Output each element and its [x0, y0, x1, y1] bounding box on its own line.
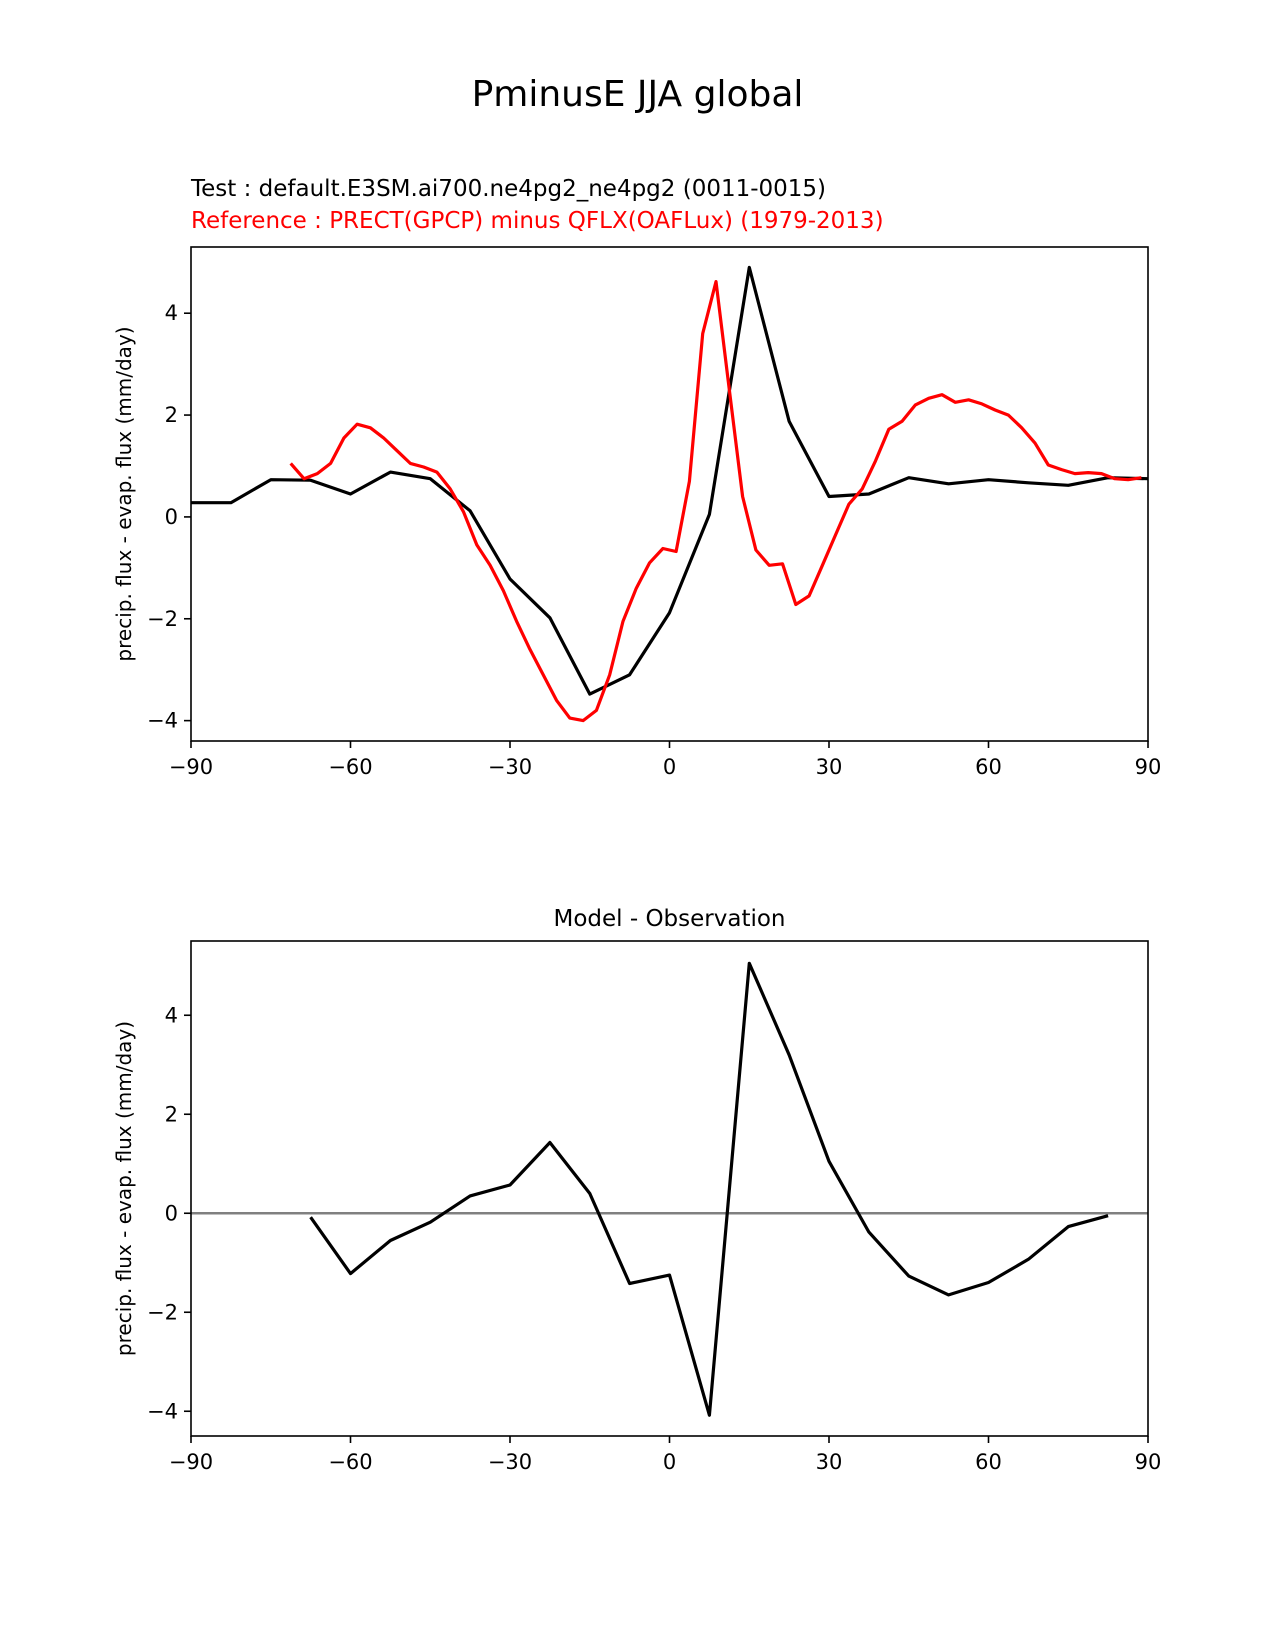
- difference-panel: −90 −60 −30 0 30 60 90 −4 −2 0 2 4 precip. flux - ev…: [112, 940, 1162, 1474]
- x-tick-label: −60: [328, 755, 372, 779]
- climatology-panel: −90 −60 −30 0 30 60 90 −4 −2 0 2 4 precip. flux - ev…: [112, 246, 1162, 779]
- y-tick-label: 0: [165, 1201, 178, 1225]
- test-subtitle: Test : default.E3SM.ai700.ne4pg2_ne4pg2 …: [191, 176, 827, 202]
- x-tick-label: −60: [328, 1450, 372, 1474]
- x-tick-label: 60: [975, 755, 1002, 779]
- axes-frame: [190, 246, 1149, 742]
- difference-panel-title: Model - Observation: [553, 906, 786, 932]
- axes-frame: [190, 940, 1149, 1437]
- y-tick-label: −4: [147, 1399, 178, 1423]
- x-tick-label: −90: [169, 755, 213, 779]
- y-tick-label: −4: [147, 709, 178, 733]
- x-tick-label: −30: [488, 755, 532, 779]
- reference-line: [289, 280, 1142, 723]
- difference-line: [309, 961, 1109, 1417]
- x-tick-label: 30: [816, 755, 843, 779]
- x-tick-label: 90: [1135, 755, 1162, 779]
- x-tick-label: 0: [663, 755, 676, 779]
- x-tick-label: −90: [169, 1450, 213, 1474]
- test-line: [191, 265, 1148, 696]
- figure-title: PminusE JJA global: [471, 74, 804, 115]
- y-tick-label: −2: [147, 1300, 178, 1324]
- y-axis-label: precip. flux - evap. flux (mm/day): [112, 326, 136, 661]
- x-tick-label: 90: [1135, 1450, 1162, 1474]
- y-tick-label: 4: [165, 301, 178, 325]
- reference-subtitle: Reference : PRECT(GPCP) minus QFLX(OAFLu…: [191, 208, 884, 234]
- y-tick-label: −2: [147, 607, 178, 631]
- y-tick-label: 4: [165, 1003, 178, 1027]
- y-tick-label: 2: [165, 403, 178, 427]
- y-axis-label: precip. flux - evap. flux (mm/day): [112, 1021, 136, 1356]
- y-tick-label: 0: [165, 505, 178, 529]
- x-tick-label: 30: [816, 1450, 843, 1474]
- x-tick-label: 0: [663, 1450, 676, 1474]
- x-tick-label: 60: [975, 1450, 1002, 1474]
- y-tick-label: 2: [165, 1102, 178, 1126]
- x-tick-label: −30: [488, 1450, 532, 1474]
